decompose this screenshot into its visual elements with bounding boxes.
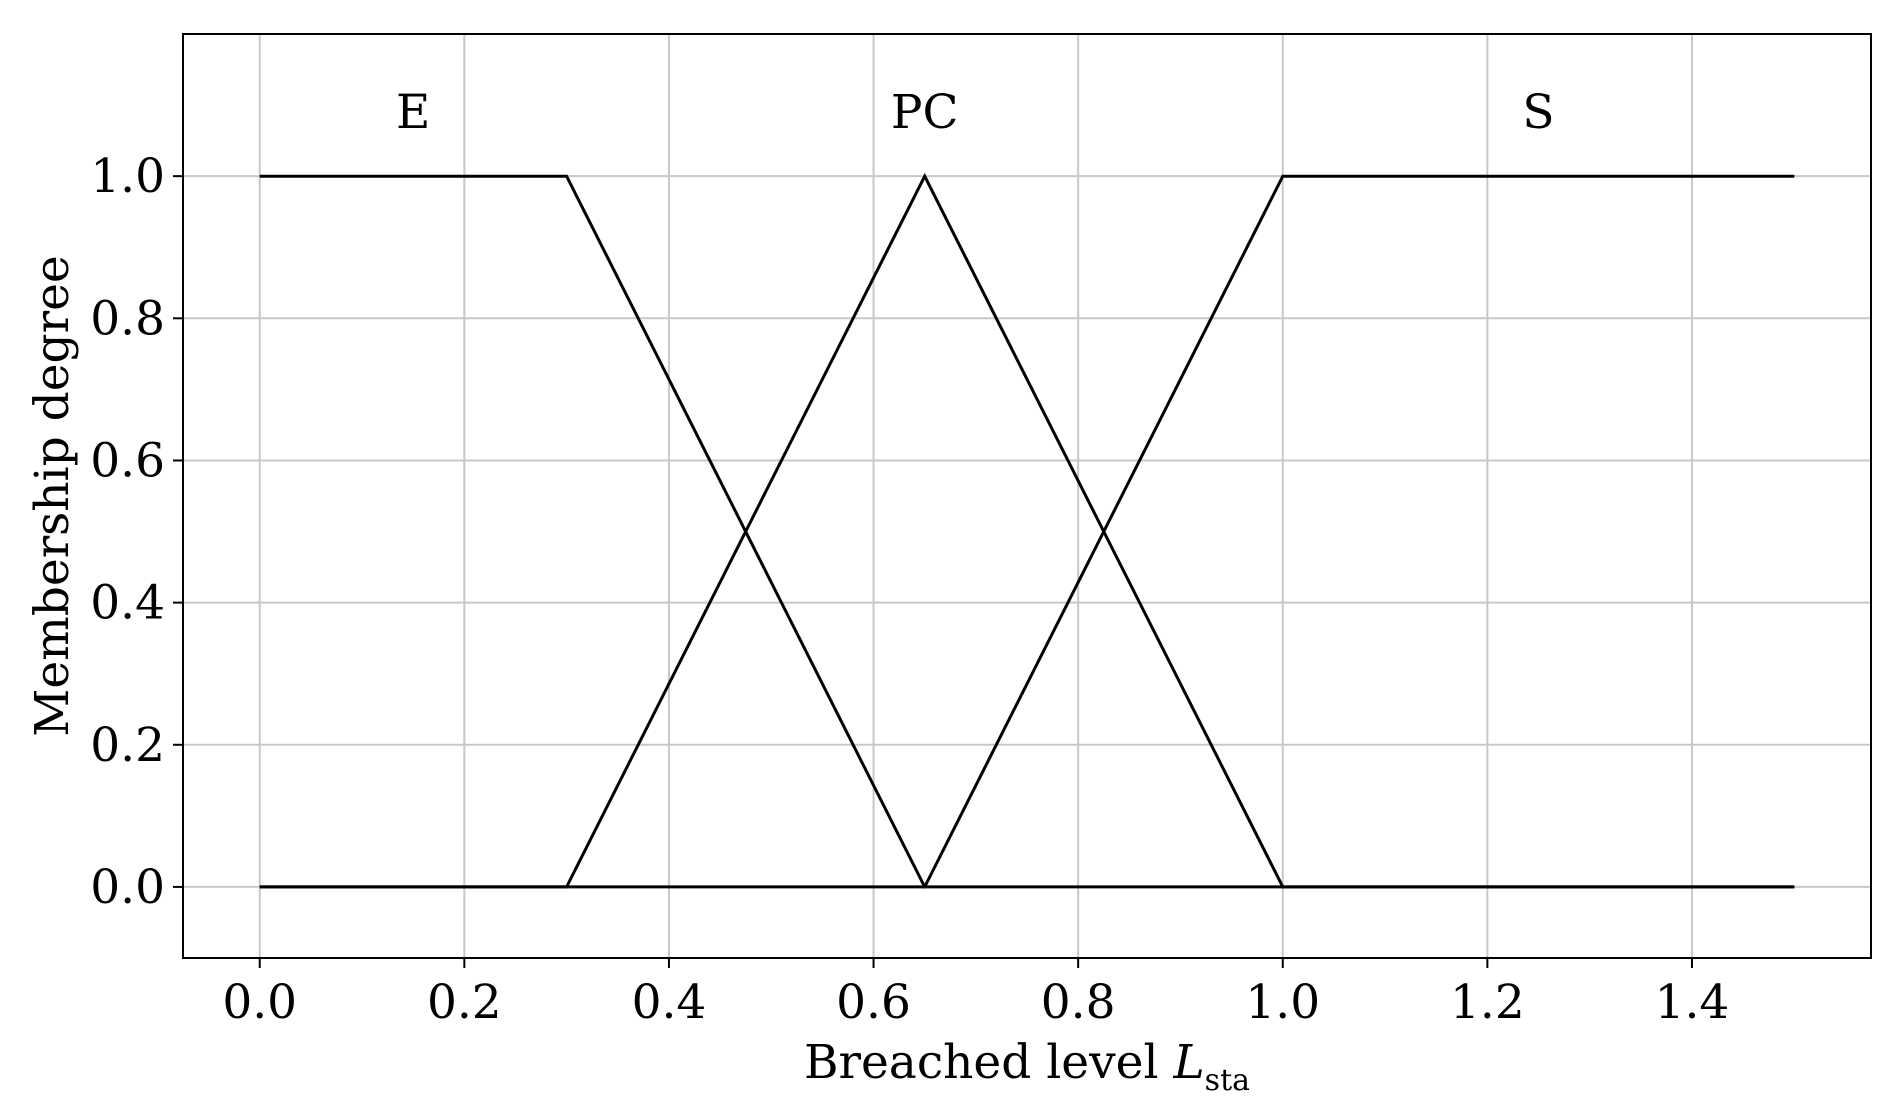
x-axis-title: Breached level Lsta xyxy=(804,1035,1250,1098)
series-line-s xyxy=(259,174,1795,889)
series-label-e: E xyxy=(396,85,430,140)
x-tick-label: 0.4 xyxy=(632,975,707,1030)
x-tick-label: 0.6 xyxy=(836,975,911,1030)
y-tick-label: 0.0 xyxy=(90,860,165,915)
y-tick-label: 0.4 xyxy=(90,576,165,631)
x-tick-label: 1.2 xyxy=(1450,975,1525,1030)
x-axis-title-subscript: sta xyxy=(1205,1063,1250,1098)
tick-layer: 0.0 0.2 0.4 0.6 0.8 1.0 1.2 1.4 0.0 0.2 0.4 0.6 0.8 1… xyxy=(90,149,1729,1030)
series-line-pc xyxy=(259,172,1795,889)
x-tick-label: 1.4 xyxy=(1655,975,1730,1030)
series-line-e xyxy=(259,174,1795,889)
series-label-s: S xyxy=(1522,85,1554,140)
series-label-pc: PC xyxy=(891,85,959,140)
x-tick-label: 1.0 xyxy=(1245,975,1320,1030)
y-tick-label: 0.8 xyxy=(90,291,165,346)
x-axis-title-text: Breached level xyxy=(804,1035,1173,1090)
y-axis-title: Membership degree xyxy=(25,255,80,736)
x-tick-label: 0.8 xyxy=(1041,975,1116,1030)
x-tick-label: 0.0 xyxy=(222,975,297,1030)
series-label-layer: E PC S xyxy=(396,85,1555,140)
y-tick-label: 0.2 xyxy=(90,718,165,773)
series-layer xyxy=(259,172,1795,889)
y-tick-label: 0.6 xyxy=(90,433,165,488)
x-tick-label: 0.2 xyxy=(427,975,502,1030)
x-axis-title-symbol: L xyxy=(1172,1035,1204,1090)
grid-layer xyxy=(183,34,1871,958)
y-tick-label: 1.0 xyxy=(90,149,165,204)
plot-frame xyxy=(182,33,1872,959)
